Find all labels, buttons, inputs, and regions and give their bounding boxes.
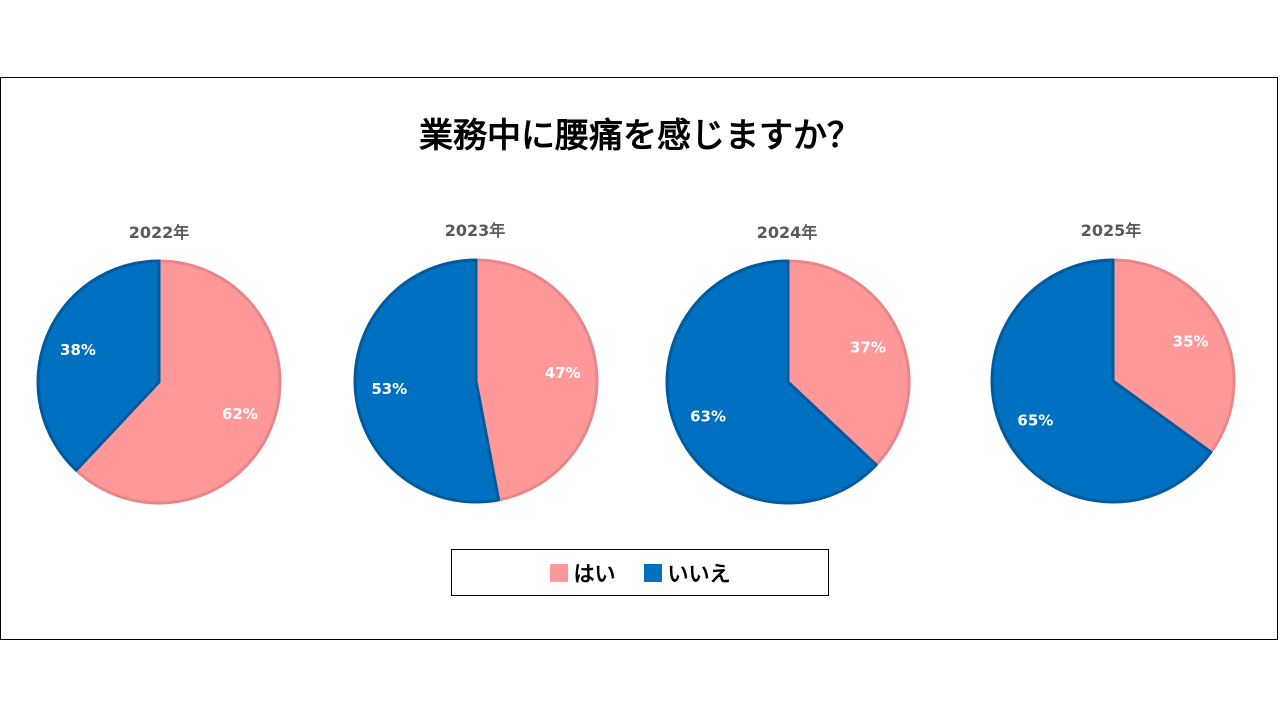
pie-chart-2022: 62% 38% bbox=[36, 259, 282, 505]
legend-label-yes: はい bbox=[573, 561, 616, 586]
pie-slice-yes bbox=[474, 258, 599, 502]
pie-slice-yes bbox=[74, 259, 282, 505]
pie-slice-no bbox=[353, 258, 501, 504]
pie-data-label-yes: 37% bbox=[850, 338, 886, 356]
pie-slice-no bbox=[990, 258, 1213, 504]
pie-title-2025: 2025年 bbox=[1080, 221, 1142, 240]
legend-swatch-no bbox=[643, 563, 662, 582]
pie-chart-2025: 35% 65% bbox=[990, 258, 1236, 504]
pie-title-2023: 2023年 bbox=[444, 221, 506, 240]
pie-title-2022: 2022年 bbox=[128, 223, 190, 242]
legend-item-no: いいえ bbox=[643, 558, 731, 588]
chart-title: 業務中に腰痛を感じますか？ bbox=[419, 116, 861, 156]
pie-data-label-yes: 62% bbox=[222, 405, 258, 423]
pie-data-label-no: 63% bbox=[690, 408, 726, 426]
pie-slice-yes bbox=[786, 259, 911, 467]
pie-slice-no bbox=[36, 259, 161, 472]
legend-swatch-yes bbox=[549, 563, 568, 582]
pie-data-label-yes: 35% bbox=[1173, 332, 1209, 350]
pie-data-label-no: 38% bbox=[60, 341, 96, 359]
pie-chart-2024: 37% 63% bbox=[665, 259, 911, 505]
pie-chart-2023: 47% 53% bbox=[353, 258, 599, 504]
pie-data-label-no: 65% bbox=[1017, 412, 1053, 430]
legend: はい いいえ bbox=[451, 549, 829, 596]
pie-data-label-yes: 47% bbox=[545, 364, 581, 382]
pie-title-2024: 2024年 bbox=[756, 223, 818, 242]
legend-label-no: いいえ bbox=[667, 561, 731, 586]
pie-data-label-no: 53% bbox=[371, 380, 407, 398]
legend-item-yes: はい bbox=[549, 558, 616, 588]
pie-slice-yes bbox=[1111, 258, 1236, 454]
pie-slice-no bbox=[665, 259, 878, 505]
